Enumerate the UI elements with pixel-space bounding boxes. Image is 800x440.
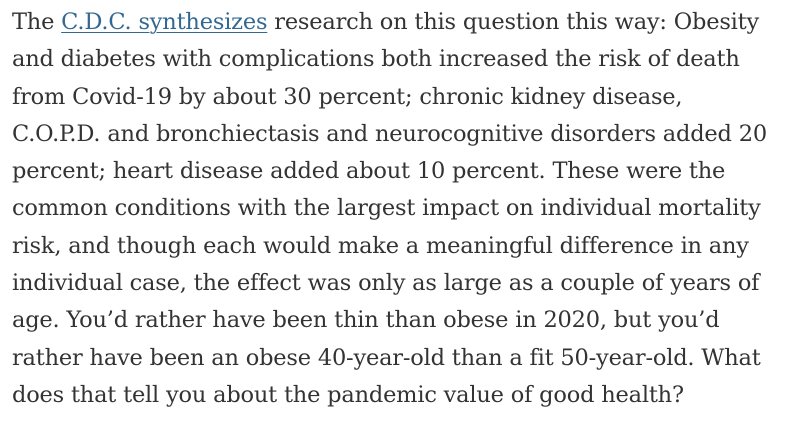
- lead-text: The: [12, 9, 62, 35]
- paragraph-line-6: common conditions with the largest impac…: [12, 195, 761, 222]
- paragraph-line-7: risk, and though each would make a meani…: [12, 232, 749, 259]
- cdc-synthesizes-link[interactable]: C.D.C. synthesizes: [61, 9, 268, 35]
- paragraph-line-8: individual case, the effect was only as …: [12, 270, 760, 297]
- paragraph-line-5: percent; heart disease added about 10 pe…: [12, 158, 726, 185]
- article-paragraph: The C.D.C. synthesizes research on this …: [12, 4, 788, 414]
- paragraph-line-9: age. You’d rather have been thin than ob…: [12, 307, 720, 334]
- paragraph-line-4: C.O.P.D. and bronchiectasis and neurocog…: [12, 120, 767, 147]
- paragraph-line-2: and diabetes with complications both inc…: [12, 46, 740, 73]
- first-line-rest: research on this question this way: Obes…: [267, 9, 760, 35]
- paragraph-line-11: does that tell you about the pandemic va…: [12, 381, 684, 408]
- paragraph-line-1: The C.D.C. synthesizes research on this …: [12, 4, 788, 41]
- paragraph-line-10: rather have been an obese 40-year-old th…: [12, 344, 761, 371]
- paragraph-line-3: from Covid-19 by about 30 percent; chron…: [12, 83, 683, 110]
